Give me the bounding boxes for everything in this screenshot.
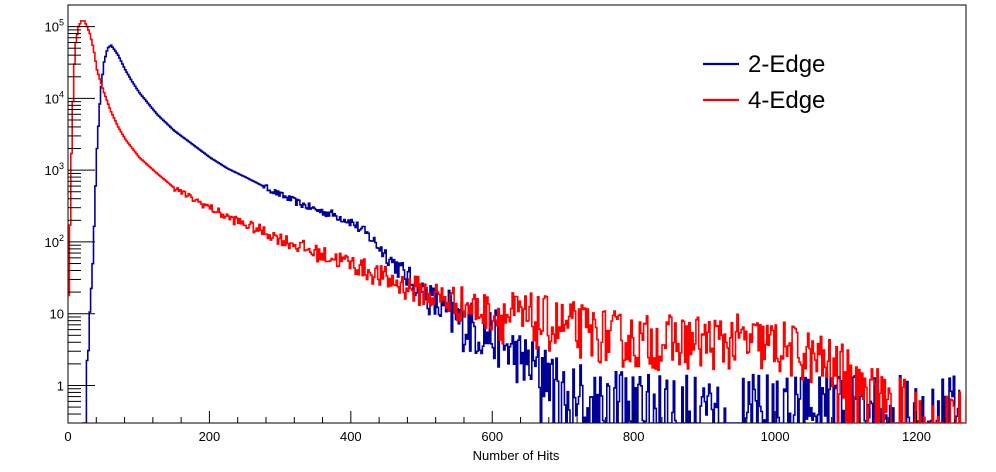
legend: 2-Edge 4-Edge bbox=[703, 51, 825, 114]
x-axis: 0 200 400 600 800 1000 1200 bbox=[64, 411, 946, 444]
y-tick-label: 1 bbox=[57, 378, 64, 393]
x-tick-label: 800 bbox=[623, 429, 645, 444]
x-tick-label: 200 bbox=[199, 429, 221, 444]
series-line-4-edge bbox=[68, 20, 966, 423]
legend-label: 2-Edge bbox=[748, 51, 825, 78]
x-tick-label: 0 bbox=[64, 429, 71, 444]
series-layer bbox=[68, 20, 966, 423]
y-tick-label: 105 bbox=[45, 18, 64, 35]
plot-frame bbox=[67, 4, 967, 424]
y-axis: 1 10 102 103 104 105 bbox=[45, 4, 95, 424]
y-tick-label: 102 bbox=[45, 233, 64, 250]
series-line-2-edge bbox=[82, 44, 961, 423]
y-tick-label: 10 bbox=[50, 307, 64, 322]
x-tick-label: 1200 bbox=[902, 429, 931, 444]
x-tick-label: 600 bbox=[481, 429, 503, 444]
legend-label: 4-Edge bbox=[748, 87, 825, 114]
y-tick-label: 104 bbox=[45, 89, 64, 106]
x-tick-label: 400 bbox=[340, 429, 362, 444]
x-tick-label: 1000 bbox=[761, 429, 790, 444]
y-tick-label: 103 bbox=[45, 161, 64, 178]
x-axis-title: Number of Hits bbox=[473, 448, 560, 463]
